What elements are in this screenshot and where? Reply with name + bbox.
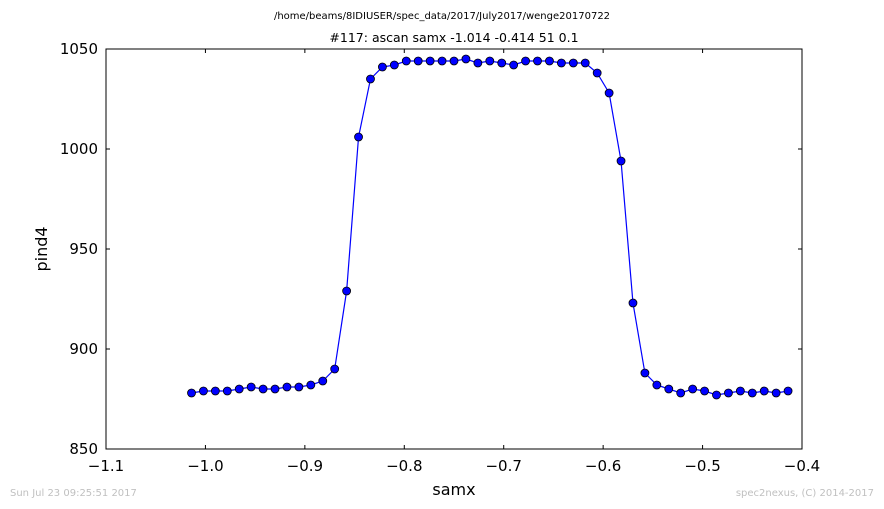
data-point	[282, 382, 292, 392]
y-tick-label: 950	[69, 240, 98, 258]
data-point	[568, 58, 578, 68]
x-axis-ticks: −1.1 −1.0 −0.9 −0.8 −0.7 −0.6 −0.5 −0.4	[88, 49, 820, 475]
data-point	[461, 54, 471, 64]
data-point	[545, 56, 554, 66]
data-point	[234, 384, 244, 394]
data-point	[318, 376, 328, 386]
data-point	[306, 380, 316, 390]
data-point	[556, 58, 566, 68]
footer-timestamp: Sun Jul 23 09:25:51 2017	[10, 488, 137, 499]
data-point	[389, 60, 399, 70]
data-point	[735, 386, 745, 396]
x-tick-label: −0.4	[784, 457, 820, 475]
plot-area	[105, 48, 803, 450]
data-point	[210, 386, 220, 396]
data-point	[580, 58, 590, 68]
data-point	[521, 56, 530, 66]
data-point	[413, 56, 423, 66]
data-point	[401, 56, 411, 66]
data-point	[354, 132, 363, 142]
y-tick-label: 1000	[60, 140, 98, 158]
footer-credit: spec2nexus, (C) 2014-2017	[735, 488, 874, 499]
data-point	[258, 384, 268, 394]
data-point	[509, 60, 519, 70]
series-layer	[187, 54, 793, 400]
chart-title: #117: ascan samx -1.014 -0.414 51 0.1	[329, 30, 578, 45]
data-point	[747, 388, 757, 398]
data-point	[437, 56, 447, 66]
data-point	[199, 386, 208, 396]
data-point	[628, 298, 638, 308]
data-point	[497, 58, 507, 68]
y-axis-label: pind4	[32, 226, 51, 271]
data-point	[378, 62, 387, 72]
data-point	[664, 384, 674, 394]
data-point	[342, 286, 352, 296]
x-tick-label: −0.8	[386, 457, 422, 475]
data-point	[246, 382, 256, 392]
data-point	[533, 56, 542, 66]
data-point	[449, 56, 459, 66]
y-tick-label: 850	[69, 440, 98, 458]
data-point	[330, 364, 340, 374]
data-point	[270, 384, 280, 394]
data-point	[783, 386, 793, 396]
data-point	[640, 368, 650, 378]
data-point	[187, 388, 196, 398]
data-point	[700, 386, 709, 396]
data-point	[759, 386, 769, 396]
chart-suptitle: /home/beams/8IDIUSER/spec_data/2017/July…	[274, 11, 610, 22]
data-point	[222, 386, 232, 396]
data-point	[652, 380, 662, 390]
data-point	[724, 388, 733, 398]
data-point	[688, 384, 698, 394]
y-tick-label: 900	[69, 340, 98, 358]
x-axis-label: samx	[432, 480, 475, 499]
data-point	[366, 74, 375, 84]
x-tick-label: −0.5	[684, 457, 720, 475]
x-tick-label: −1.0	[187, 457, 223, 475]
data-point	[425, 56, 435, 66]
x-tick-label: −0.7	[485, 457, 521, 475]
x-tick-label: −0.6	[585, 457, 621, 475]
data-point	[771, 388, 781, 398]
x-tick-label: −0.9	[287, 457, 323, 475]
data-point	[485, 56, 495, 66]
data-point	[616, 156, 626, 166]
data-point	[294, 382, 304, 392]
data-point	[712, 390, 721, 400]
data-point	[604, 88, 614, 98]
data-point	[592, 68, 602, 78]
y-tick-label: 1050	[60, 40, 98, 58]
x-tick-label: −1.1	[88, 457, 124, 475]
data-point	[473, 58, 483, 68]
data-point	[676, 388, 686, 398]
y-axis-ticks: 850 900 950 1000 1050	[60, 40, 802, 458]
